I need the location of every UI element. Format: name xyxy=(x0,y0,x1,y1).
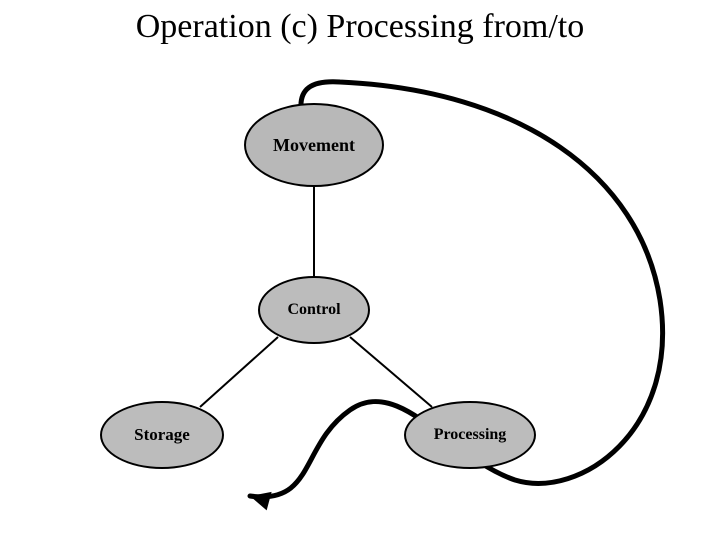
node-movement: Movement xyxy=(244,103,384,187)
node-label-movement: Movement xyxy=(273,135,355,156)
diagram-canvas: Movement Control Storage Processing xyxy=(0,60,720,540)
diagram-page: Operation (c) Processing from/to Movemen… xyxy=(0,0,720,540)
node-label-processing: Processing xyxy=(434,426,507,444)
node-label-storage: Storage xyxy=(134,425,190,445)
page-title: Operation (c) Processing from/to xyxy=(0,8,720,46)
node-processing: Processing xyxy=(404,401,536,469)
diagram-nodes: Movement Control Storage Processing xyxy=(0,60,720,540)
node-control: Control xyxy=(258,276,370,344)
node-storage: Storage xyxy=(100,401,224,469)
node-label-control: Control xyxy=(287,301,340,319)
